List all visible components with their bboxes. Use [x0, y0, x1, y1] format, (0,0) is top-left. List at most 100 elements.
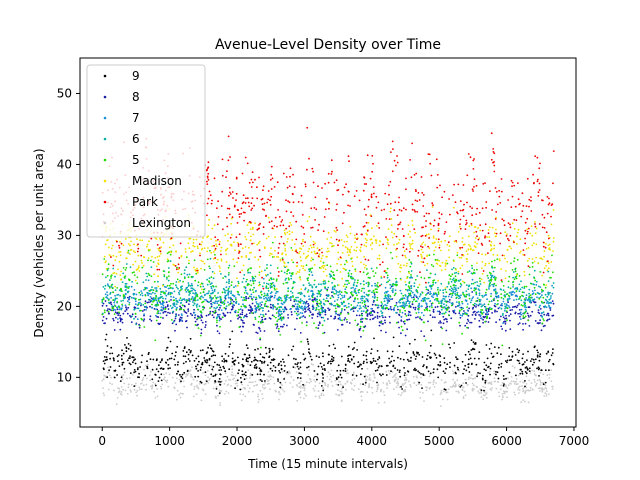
data-point	[105, 333, 108, 336]
data-point	[275, 280, 278, 282]
data-point	[291, 231, 294, 234]
data-point	[513, 257, 516, 260]
data-point	[165, 294, 168, 297]
data-point	[542, 311, 545, 314]
data-point	[135, 297, 137, 300]
data-point	[191, 314, 194, 317]
data-point	[362, 280, 365, 283]
data-point	[182, 380, 185, 383]
data-point	[181, 285, 183, 288]
data-point	[161, 309, 164, 312]
data-point	[498, 363, 501, 366]
data-point	[526, 312, 529, 315]
data-point	[244, 388, 246, 390]
data-point	[413, 369, 415, 371]
data-point	[525, 389, 527, 392]
data-point	[465, 293, 468, 296]
data-point	[254, 311, 257, 314]
data-point	[245, 377, 248, 380]
data-point	[148, 351, 150, 354]
data-point	[302, 302, 305, 305]
data-point	[366, 376, 369, 378]
data-point	[206, 370, 209, 372]
data-point	[487, 310, 490, 313]
data-point	[320, 394, 323, 397]
data-point	[199, 369, 202, 371]
data-point	[506, 387, 509, 390]
data-point	[332, 296, 335, 298]
data-point	[409, 301, 411, 303]
data-point	[459, 267, 462, 270]
data-point	[134, 303, 137, 306]
data-point	[188, 297, 191, 300]
data-point	[423, 400, 425, 402]
data-point	[445, 295, 448, 298]
data-point	[480, 392, 483, 394]
data-point	[208, 218, 211, 221]
data-point	[512, 280, 515, 283]
data-point	[167, 279, 170, 282]
data-point	[299, 302, 302, 304]
data-point	[124, 269, 127, 271]
data-point	[463, 368, 465, 370]
data-point	[145, 364, 147, 367]
data-point	[309, 284, 312, 286]
data-point	[320, 289, 323, 291]
data-point	[445, 291, 448, 294]
data-point	[288, 297, 291, 299]
data-point	[232, 258, 235, 261]
data-point	[219, 404, 222, 407]
data-point	[133, 243, 135, 246]
data-point	[476, 386, 479, 388]
data-point	[264, 380, 266, 382]
data-point	[544, 384, 547, 387]
data-point	[191, 250, 194, 253]
data-point	[341, 319, 343, 322]
data-point	[142, 320, 145, 322]
data-point	[216, 363, 219, 366]
data-point	[542, 381, 545, 384]
data-point	[230, 308, 233, 311]
data-point	[178, 299, 181, 302]
data-point	[112, 317, 114, 320]
data-point	[159, 287, 162, 290]
data-point	[440, 308, 443, 311]
data-point	[160, 291, 163, 293]
data-point	[181, 314, 183, 317]
data-point	[166, 278, 168, 280]
data-point	[496, 380, 499, 383]
data-point	[397, 393, 400, 396]
data-point	[241, 311, 244, 314]
data-point	[543, 267, 546, 270]
data-point	[311, 294, 313, 297]
data-point	[127, 343, 130, 345]
data-point	[322, 316, 325, 319]
data-point	[529, 296, 532, 299]
data-point	[140, 382, 143, 385]
data-point	[143, 314, 145, 317]
data-point	[125, 263, 128, 265]
data-point	[491, 260, 493, 263]
data-point	[405, 283, 407, 286]
data-point	[502, 384, 505, 387]
data-point	[428, 254, 431, 257]
data-point	[378, 365, 381, 367]
data-point	[362, 329, 365, 332]
data-point	[173, 358, 176, 361]
data-point	[257, 295, 260, 297]
data-point	[136, 318, 139, 321]
data-point	[172, 296, 175, 299]
data-point	[217, 300, 220, 302]
data-point	[221, 301, 224, 304]
data-point	[490, 300, 493, 303]
data-point	[313, 264, 316, 266]
data-point	[206, 258, 209, 261]
data-point	[473, 357, 476, 360]
data-point	[151, 387, 153, 390]
data-point	[518, 303, 520, 305]
data-point	[207, 382, 210, 384]
data-point	[179, 279, 182, 282]
data-point	[190, 373, 193, 376]
data-point	[225, 286, 228, 288]
data-point	[448, 274, 451, 277]
